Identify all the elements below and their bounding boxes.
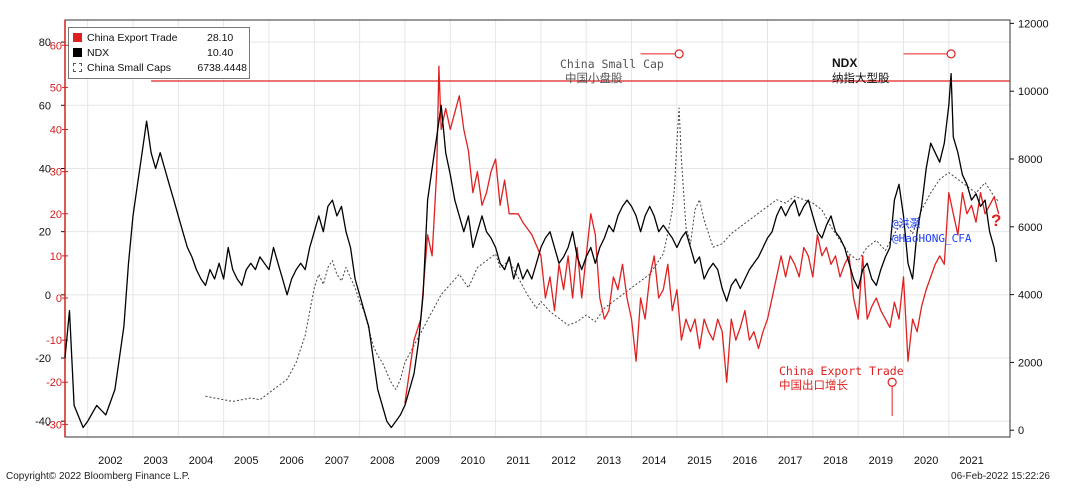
right-tick-label: 12000 <box>1018 18 1049 30</box>
legend-item-small-caps: China Small Caps 6738.4448 <box>73 60 247 75</box>
y-tick-label-red: 20 <box>50 209 62 221</box>
x-tick-label: 2015 <box>687 455 711 467</box>
legend-item-china-export: China Export Trade 28.10 <box>73 30 247 45</box>
legend-value: 10.40 <box>207 46 234 59</box>
legend-label: China Small Caps <box>87 61 172 74</box>
annotation-ndx-cn: 纳指大型股 <box>832 71 890 85</box>
export-trough-circle <box>887 377 897 387</box>
x-tick-label: 2018 <box>823 455 847 467</box>
y-tick-label-red: -20 <box>46 377 62 389</box>
legend-label: NDX <box>87 46 110 59</box>
right-tick-label: 2000 <box>1018 357 1042 369</box>
y-tick-label-black: 60 <box>39 100 51 112</box>
x-tick-label: 2003 <box>143 455 167 467</box>
x-tick-label: 2021 <box>959 455 983 467</box>
y-tick-label-red: 0 <box>56 293 62 305</box>
legend-swatch-red <box>73 33 82 42</box>
right-tick-label: 8000 <box>1018 154 1042 166</box>
watermark-handle: @HaoHONG_CFA <box>892 232 972 245</box>
annotation-ndx-en: NDX <box>832 56 858 70</box>
y-tick-label-red: -30 <box>46 419 62 431</box>
y-tick-label-black: -20 <box>35 353 51 365</box>
series-line-china-export-trade <box>404 65 1000 404</box>
right-tick-label: 0 <box>1018 425 1024 437</box>
legend-swatch-dashed <box>73 63 82 72</box>
x-tick-label: 2019 <box>869 455 893 467</box>
timestamp-footer: 06-Feb-2022 15:22:26 <box>951 471 1050 482</box>
small-cap-peak-circle <box>674 49 684 59</box>
annotation-markers <box>640 49 956 416</box>
legend-value: 28.10 <box>207 31 234 44</box>
x-tick-label: 2016 <box>733 455 757 467</box>
legend: China Export Trade 28.10 NDX 10.40 China… <box>68 27 250 79</box>
series-line-china-small-caps <box>205 107 1000 402</box>
x-tick-label: 2009 <box>415 455 439 467</box>
ndx-peak-circle <box>946 49 956 59</box>
y-tick-label-red: 30 <box>50 167 62 179</box>
y-tick-label-black: -40 <box>35 416 51 428</box>
y-tick-label-red: 40 <box>50 125 62 137</box>
x-tick-label: 2020 <box>914 455 938 467</box>
annotation-small-cap-en: China Small Cap <box>560 57 664 71</box>
legend-item-ndx: NDX 10.40 <box>73 45 247 60</box>
annotation-small-cap-cn: 中国小盘股 <box>565 71 623 85</box>
x-tick-label: 2013 <box>597 455 621 467</box>
annotation-export-cn: 中国出口增长 <box>779 378 848 392</box>
right-tick-label: 6000 <box>1018 222 1042 234</box>
y-tick-label-red: 60 <box>50 40 62 52</box>
axes: 2002 2003 2004 2005 2006 2007 2008 2009 2010 2011… <box>35 18 1049 467</box>
legend-swatch-black <box>73 48 82 57</box>
x-tick-label: 2006 <box>279 455 303 467</box>
right-tick-label: 4000 <box>1018 290 1042 302</box>
x-tick-label: 2002 <box>98 455 122 467</box>
annotation-export-en: China Export Trade <box>779 364 904 378</box>
x-tick-label: 2012 <box>551 455 575 467</box>
annotation-question-mark: ? <box>991 211 1002 230</box>
y-tick-label-red: 50 <box>50 82 62 94</box>
y-tick-label-black: 40 <box>39 163 51 175</box>
x-tick-label: 2017 <box>778 455 802 467</box>
legend-value: 6738.4448 <box>197 61 247 74</box>
x-tick-label: 2011 <box>506 455 530 467</box>
x-tick-label: 2008 <box>370 455 394 467</box>
x-tick-label: 2005 <box>234 455 258 467</box>
right-tick-label: 10000 <box>1018 86 1049 98</box>
copyright-footer: Copyright© 2022 Bloomberg Finance L.P. <box>6 471 190 482</box>
x-tick-label: 2007 <box>325 455 349 467</box>
series-line-ndx <box>64 73 998 429</box>
series-lines <box>64 65 1000 429</box>
y-tick-label-black: 0 <box>45 290 51 302</box>
watermark-cn: @洪灏 <box>892 217 921 230</box>
y-tick-label-black: 80 <box>39 37 51 49</box>
y-tick-label-red: -10 <box>46 335 62 347</box>
y-tick-label-black: 20 <box>39 227 51 239</box>
y-tick-label-red: 10 <box>50 251 62 263</box>
x-tick-label: 2004 <box>189 455 213 467</box>
x-tick-label: 2010 <box>461 455 485 467</box>
legend-label: China Export Trade <box>87 31 178 44</box>
x-tick-label: 2014 <box>642 455 666 467</box>
